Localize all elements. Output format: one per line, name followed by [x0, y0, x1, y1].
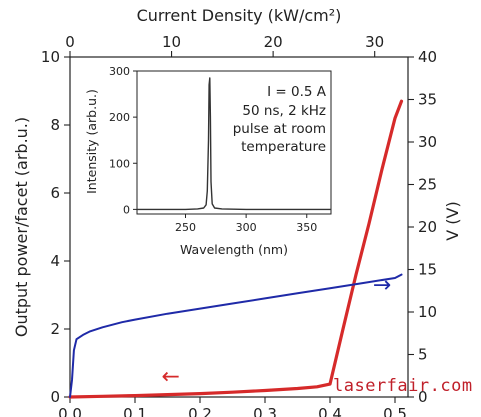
x-top-tick-label: 0 — [65, 33, 75, 51]
x-top-axis-label: Current Density (kW/cm²) — [137, 6, 342, 25]
y-right-tick-label: 0 — [418, 388, 428, 406]
power-axis-arrow: ← — [162, 365, 180, 390]
y-left-axis-label: Output power/facet (arb.u.) — [12, 117, 31, 337]
y-right-tick-label: 35 — [418, 91, 437, 109]
inset-y-tick-label: 0 — [123, 203, 130, 216]
y-right-tick-label: 30 — [418, 133, 437, 151]
inset-y-tick-label: 300 — [109, 65, 130, 78]
y-left-tick-label: 2 — [50, 320, 60, 338]
y-right-tick-label: 20 — [418, 218, 437, 236]
x-top-tick-label: 20 — [264, 33, 283, 51]
x-top-tick-label: 30 — [365, 33, 384, 51]
inset-annotation-line: pulse at room — [233, 121, 326, 137]
x-bottom-tick-label: 0.0 — [58, 405, 82, 417]
voltage-line — [69, 273, 403, 398]
inset-chart: 0 100 200 300 250 300 350 Wavelength (nm) Intens… — [84, 65, 332, 257]
inset-frame — [136, 70, 332, 215]
y-right-tick-label: 40 — [418, 48, 437, 66]
y-left-tick-label: 4 — [50, 252, 60, 270]
inset-annotation-line: I = 0.5 A — [267, 84, 327, 100]
inset-y-axis-label: Intensity (arb.u.) — [84, 89, 99, 194]
inset-x-tick-label: 350 — [296, 221, 317, 234]
y-right-tick-label: 5 — [418, 346, 428, 364]
output-power-line — [68, 99, 404, 399]
spectrum-line — [137, 77, 331, 211]
y-right-axis-label: V (V) — [443, 201, 462, 240]
x-bottom-tick-label: 0.5 — [383, 405, 407, 417]
inset-x-tick-label: 300 — [236, 221, 257, 234]
inset-x-tick-label: 250 — [175, 221, 196, 234]
x-top-tick-label: 10 — [162, 33, 181, 51]
inset-y-tick-label: 200 — [109, 111, 130, 124]
x-bottom-tick-label: 0.1 — [123, 405, 147, 417]
watermark-text: laserfair.com — [333, 376, 473, 396]
main-series — [68, 99, 404, 399]
x-bottom-tick-label: 0.4 — [318, 405, 342, 417]
inset-y-tick-label: 100 — [109, 157, 130, 170]
y-left-tick-label: 0 — [50, 388, 60, 406]
y-right-tick-label: 15 — [418, 261, 437, 279]
x-bottom-tick-label: 0.2 — [188, 405, 212, 417]
annotations: ←→ — [162, 273, 392, 390]
y-left-tick-label: 8 — [50, 116, 60, 134]
y-left-tick-label: 10 — [41, 48, 60, 66]
y-left-tick-label: 6 — [50, 184, 60, 202]
inset-x-axis-label: Wavelength (nm) — [180, 242, 288, 257]
inset-annotation-line: 50 ns, 2 kHz — [242, 103, 326, 119]
x-bottom-tick-label: 0.3 — [253, 405, 277, 417]
voltage-axis-arrow: → — [373, 273, 391, 298]
y-right-tick-label: 25 — [418, 176, 437, 194]
y-right-tick-label: 10 — [418, 303, 437, 321]
inset-annotation-line: temperature — [241, 139, 326, 155]
